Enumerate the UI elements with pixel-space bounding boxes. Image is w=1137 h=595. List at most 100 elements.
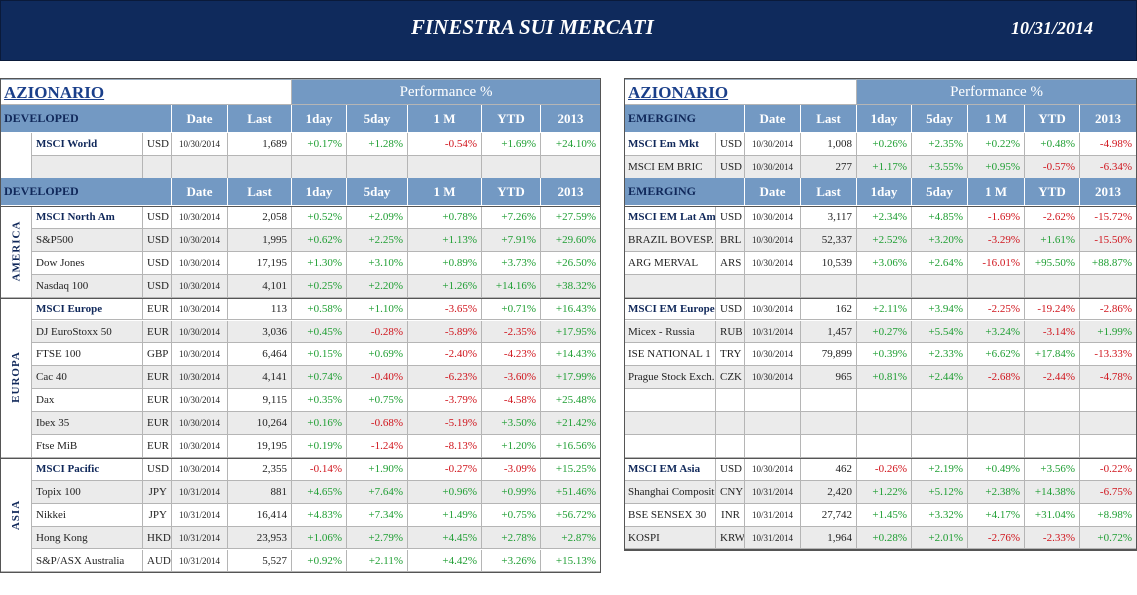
- name: DJ EuroStoxx 50: [32, 320, 143, 344]
- perf-1day: +0.15%: [292, 343, 347, 367]
- header-cell: 1day: [857, 105, 912, 133]
- perf-ytd: +0.48%: [1025, 133, 1080, 156]
- perf-1day: +4.65%: [292, 480, 347, 504]
- empty-cell: [912, 412, 968, 435]
- name: Nasdaq 100: [32, 274, 143, 298]
- perf-1m: +6.62%: [968, 343, 1025, 367]
- header-cell: DEVELOPED: [0, 105, 172, 133]
- empty-cell: [1080, 274, 1137, 298]
- date: 10/31/2014: [745, 503, 801, 527]
- currency: USD: [716, 133, 745, 156]
- currency: JPY: [143, 480, 172, 504]
- header-cell: 1 M: [408, 178, 482, 206]
- perf-1day: +4.83%: [292, 503, 347, 527]
- perf-1day: +0.19%: [292, 435, 347, 458]
- perf-ytd: +7.26%: [482, 206, 541, 229]
- section-title: AZIONARIO: [624, 78, 857, 105]
- last: 52,337: [801, 228, 857, 252]
- perf-ytd: -19.24%: [1025, 297, 1080, 321]
- perf-2013: -6.75%: [1080, 480, 1137, 504]
- name: S&P/ASX Australia: [32, 549, 143, 573]
- perf-5day: +2.64%: [912, 251, 968, 275]
- perf-1m: -1.69%: [968, 206, 1025, 229]
- perf-5day: +3.32%: [912, 503, 968, 527]
- last: 965: [801, 366, 857, 390]
- region-text: EUROPA: [10, 351, 23, 404]
- last: 3,036: [228, 320, 292, 344]
- empty-cell: [1025, 274, 1080, 298]
- perf-1m: -2.40%: [408, 343, 482, 367]
- currency: RUB: [716, 320, 745, 344]
- empty-cell: [624, 435, 716, 458]
- name: Ftse MiB: [32, 435, 143, 458]
- date: 10/30/2014: [172, 251, 228, 275]
- perf-5day: +3.20%: [912, 228, 968, 252]
- perf-ytd: +1.20%: [482, 435, 541, 458]
- perf-1m: -3.29%: [968, 228, 1025, 252]
- perf-1day: +0.62%: [292, 228, 347, 252]
- perf-ytd: +2.78%: [482, 526, 541, 550]
- empty-cell: [912, 435, 968, 458]
- perf-ytd: +3.73%: [482, 251, 541, 275]
- empty-cell: [801, 274, 857, 298]
- header-cell: 2013: [541, 105, 601, 133]
- last: 79,899: [801, 343, 857, 367]
- header-cell: 1 M: [968, 105, 1025, 133]
- perf-5day: +5.12%: [912, 480, 968, 504]
- perf-ytd: +1.69%: [482, 133, 541, 156]
- region-label: ASIA: [0, 457, 32, 573]
- perf-ytd: -3.14%: [1025, 320, 1080, 344]
- perf-1m: +4.42%: [408, 549, 482, 573]
- empty-cell: [408, 155, 482, 179]
- last: 10,264: [228, 412, 292, 435]
- header-cell: 2013: [1080, 178, 1137, 206]
- header-cell: 5day: [347, 105, 408, 133]
- currency: EUR: [143, 320, 172, 344]
- perf-5day: +7.64%: [347, 480, 408, 504]
- currency: USD: [716, 457, 745, 481]
- empty-cell: [857, 412, 912, 435]
- currency: USD: [143, 206, 172, 229]
- perf-1day: +0.39%: [857, 343, 912, 367]
- perf-5day: -0.28%: [347, 320, 408, 344]
- name: Dax: [32, 389, 143, 413]
- header-cell: Date: [172, 178, 228, 206]
- empty-cell: [541, 155, 601, 179]
- perf-5day: +2.79%: [347, 526, 408, 550]
- perf-1day: +0.74%: [292, 366, 347, 390]
- perf-ytd: +1.61%: [1025, 228, 1080, 252]
- perf-ytd: +17.84%: [1025, 343, 1080, 367]
- name: Ibex 35: [32, 412, 143, 435]
- empty-cell: [968, 274, 1025, 298]
- perf-2013: -6.34%: [1080, 155, 1137, 179]
- header-cell: 1 M: [968, 178, 1025, 206]
- perf-ytd: +0.99%: [482, 480, 541, 504]
- empty-cell: [347, 155, 408, 179]
- name: MSCI Europe: [32, 297, 143, 321]
- perf-1m: -16.01%: [968, 251, 1025, 275]
- name: MSCI EM Asia: [624, 457, 716, 481]
- date: 10/30/2014: [172, 228, 228, 252]
- header-cell: 1 M: [408, 105, 482, 133]
- perf-1m: -5.19%: [408, 412, 482, 435]
- name: Hong Kong: [32, 526, 143, 550]
- currency: USD: [143, 133, 172, 156]
- name: MSCI EM Europe: [624, 297, 716, 321]
- empty-cell: [857, 389, 912, 413]
- header-cell: 5day: [912, 178, 968, 206]
- region-text: AMERICA: [10, 220, 22, 282]
- name: Cac 40: [32, 366, 143, 390]
- perf-5day: +2.44%: [912, 366, 968, 390]
- date: 10/30/2014: [172, 457, 228, 481]
- last: 5,527: [228, 549, 292, 573]
- header-cell: 5day: [912, 105, 968, 133]
- perf-ytd: -4.23%: [482, 343, 541, 367]
- date: 10/30/2014: [745, 133, 801, 156]
- currency: EUR: [143, 435, 172, 458]
- perf-2013: +51.46%: [541, 480, 601, 504]
- perf-5day: +2.09%: [347, 206, 408, 229]
- last: 6,464: [228, 343, 292, 367]
- name: MSCI EM BRIC: [624, 155, 716, 179]
- header-cell: YTD: [1025, 105, 1080, 133]
- name: MSCI Em Mkt: [624, 133, 716, 156]
